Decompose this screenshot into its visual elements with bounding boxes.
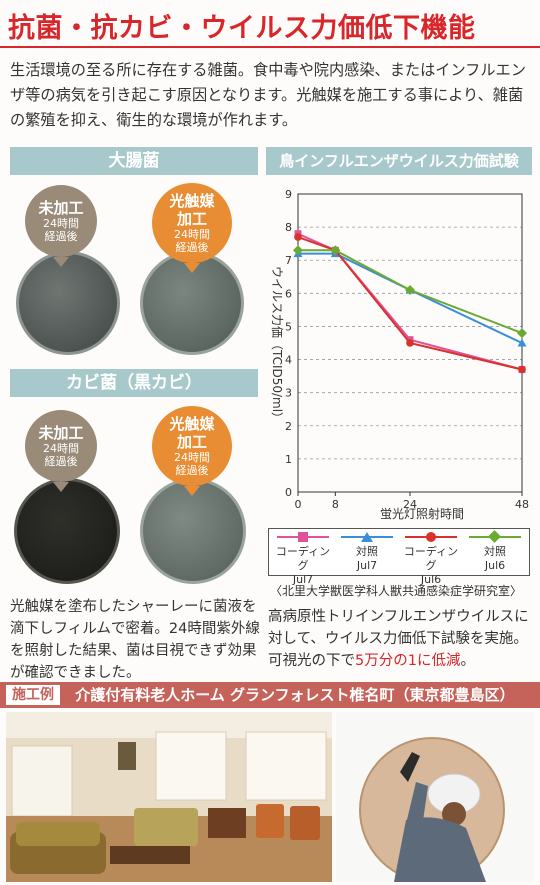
virus-titer-chart: 0 1 2 3 4 5 6 7 8 9 0 8 24 48 ウイルス力価（TCID50/ml） 蛍光灯照…: [270, 188, 530, 521]
data-point: [518, 365, 526, 374]
right-caption: 高病原性トリインフルエンザウイルスに対して、ウイルス力価低下試験を実施。可視光の…: [268, 609, 529, 669]
data-point: [330, 245, 341, 256]
series-line: [297, 232, 523, 371]
triangle-marker-icon: [361, 532, 373, 542]
y-tick-label: 7: [285, 254, 292, 267]
x-tick-label: 8: [332, 498, 339, 511]
circle-marker-icon: [426, 532, 436, 542]
y-tick-label: 5: [285, 320, 292, 333]
y-tick-label: 0: [285, 486, 292, 499]
chart-source: 〈北里大学獣医学科人獣共通感染症学研究室〉: [270, 584, 523, 598]
x-tick-labels: 0 8 24 48: [295, 498, 530, 511]
x-tick-label: 0: [295, 498, 302, 511]
y-tick-labels: 0 1 2 3 4 5 6 7 8 9: [285, 188, 292, 499]
square-marker-icon: [298, 532, 308, 542]
bacteria-section-title: 大腸菌: [10, 147, 258, 175]
untreated-bacteria-label: 未加工 24時間 経過後: [25, 185, 97, 267]
treated-mold-label: 光触媒 加工 24時間 経過後: [152, 406, 232, 496]
series-0: [294, 230, 526, 373]
y-tick-label: 6: [285, 287, 292, 300]
legend-item-control-jul7: 対照 Jul7: [335, 529, 399, 577]
highlight-text: 5万分の1に低減: [355, 653, 461, 669]
x-axis-label: 蛍光灯照射時間: [380, 506, 464, 521]
case-example-tag: 施工例: [6, 685, 60, 705]
untreated-mold-label: 未加工 24時間 経過後: [25, 410, 97, 492]
title-rule: [0, 46, 540, 48]
left-caption: 光触媒を塗布したシャーレーに菌液を滴下しフィルムで密着。24時間紫外線を照射した…: [10, 599, 260, 681]
x-tick-label: 24: [403, 498, 417, 511]
worker-applying-coating-photo: [336, 712, 534, 882]
series-1: [293, 249, 527, 347]
data-point: [406, 339, 414, 347]
data-point: [294, 233, 302, 241]
legend-item-control-jul6: 対照 Jul6: [463, 529, 527, 577]
data-point: [405, 285, 415, 296]
treated-bacteria-label: 光触媒 加工 24時間 経過後: [152, 183, 232, 273]
series-line: [298, 249, 523, 335]
chart-series: [293, 230, 527, 374]
data-point: [517, 338, 527, 347]
chart-legend: コーディング Jul7 対照 Jul7 コーディング Jul6 対照 Jul6: [268, 528, 530, 586]
y-tick-label: 3: [285, 387, 292, 400]
y-tick-label: 4: [285, 354, 292, 367]
untreated-mold-dish: [14, 478, 120, 584]
case-example-bar: 施工例 介護付有料老人ホーム グランフォレスト椎名町（東京都豊島区）: [0, 682, 540, 708]
case-example-name: 介護付有料老人ホーム グランフォレスト椎名町（東京都豊島区）: [75, 686, 515, 704]
y-tick-label: 2: [285, 420, 292, 433]
nursing-home-lounge-photo: [6, 712, 332, 882]
series-line: [297, 236, 523, 371]
y-axis-label: ウイルス力価（TCID50/ml）: [270, 266, 284, 424]
mold-section-title: カビ菌（黒カビ）: [10, 369, 258, 397]
data-point: [517, 328, 527, 339]
legend-item-coating-jul6: コーディング Jul6: [399, 529, 463, 586]
series-line: [298, 252, 523, 344]
data-point: [293, 245, 303, 256]
y-tick-label: 1: [285, 453, 292, 466]
legend-item-coating-jul7: コーディング Jul7: [271, 529, 335, 586]
y-tick-label: 8: [285, 221, 292, 234]
series-3: [293, 245, 527, 339]
y-tick-label: 9: [285, 188, 292, 201]
x-tick-label: 48: [515, 498, 529, 511]
diamond-marker-icon: [488, 530, 501, 543]
intro-text: 生活環境の至る所に存在する雑菌。食中毒や院内感染、またはインフルエンザ等の病気を…: [10, 61, 526, 129]
page-title: 抗菌・抗カビ・ウイルス力価低下機能: [8, 13, 476, 44]
chart-title: 鳥インフルエンザウイルス力価試験: [266, 147, 532, 175]
